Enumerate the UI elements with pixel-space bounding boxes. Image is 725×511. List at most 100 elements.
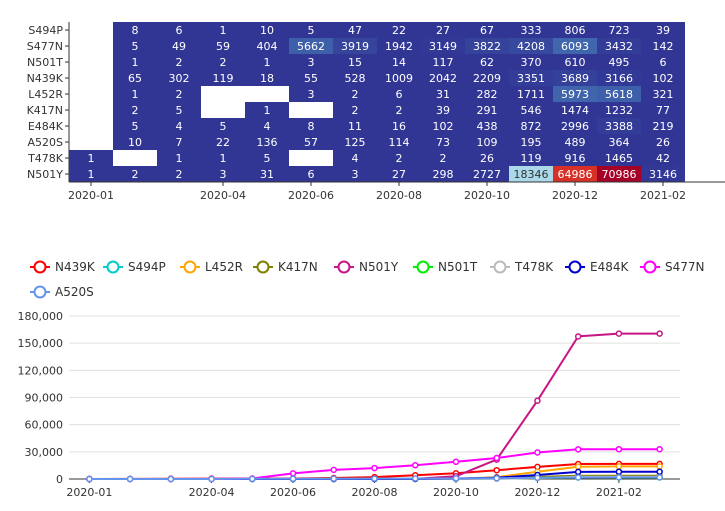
heatmap-row-label: N501Y [27, 168, 63, 181]
heatmap-cell [421, 134, 465, 150]
heatmap-cell-value: 3351 [517, 72, 545, 85]
heatmap-cell-value: 6093 [561, 40, 589, 53]
legend-item-l452r[interactable]: L452R [180, 260, 243, 274]
heatmap-cell-value: 1 [176, 152, 183, 165]
heatmap-cell-value: 8 [132, 24, 139, 37]
data-point [574, 474, 582, 481]
heatmap-cell-value: 3 [308, 88, 315, 101]
heatmap-cell [157, 134, 201, 150]
heatmap-cell [245, 102, 289, 118]
legend-item-s477n[interactable]: S477N [640, 260, 705, 274]
data-point [574, 468, 582, 476]
heatmap-cell [245, 22, 289, 38]
heatmap-cell-value: 10 [260, 24, 274, 37]
heatmap-cell [245, 54, 289, 70]
heatmap-cell-value: 3822 [473, 40, 501, 53]
heatmap-cell-value: 5 [132, 120, 139, 133]
data-point [574, 446, 582, 453]
heatmap-cell-value: 1 [220, 152, 227, 165]
legend-label: A520S [55, 285, 94, 299]
heatmap-cell [113, 22, 157, 38]
heatmap-cell-value: 42 [656, 152, 670, 165]
heatmap-cell [421, 22, 465, 38]
heatmap-cell [421, 38, 465, 54]
heatmap-cell [157, 150, 201, 166]
heatmap-cell [465, 166, 509, 182]
heatmap-cell [421, 118, 465, 134]
data-point [534, 474, 541, 482]
heatmap-cell-value: 404 [257, 40, 278, 53]
data-point [452, 475, 460, 482]
heatmap-cell [377, 38, 421, 54]
legend-label: E484K [590, 260, 629, 274]
heatmap-cell-value: 3 [352, 168, 359, 181]
heatmap-cell-value: 1942 [385, 40, 413, 53]
heatmap-cell-value: 1 [264, 104, 271, 117]
heatmap-x-tick-label: 2021-02 [640, 189, 686, 202]
heatmap-cell-value: 723 [609, 24, 630, 37]
heatmap-cell [641, 150, 685, 166]
heatmap-cell [113, 38, 157, 54]
data-point [289, 470, 297, 477]
heatmap-cell-value: 806 [565, 24, 586, 37]
heatmap-cell-value: 125 [345, 136, 366, 149]
heatmap-cell-value: 39 [656, 24, 670, 37]
heatmap-cell-value: 49 [172, 40, 186, 53]
heatmap-x-tick-label: 2020-06 [288, 189, 334, 202]
legend-item-a520s[interactable]: A520S [30, 285, 94, 299]
data-point [371, 464, 378, 472]
heatmap-cell [421, 166, 465, 182]
heatmap-row-label: S477N [27, 40, 63, 53]
heatmap-cell-value: 4 [352, 152, 359, 165]
legend-item-n501t[interactable]: N501T [413, 260, 478, 274]
heatmap-cell-value: 370 [521, 56, 542, 69]
heatmap-cell-value: 4 [176, 120, 183, 133]
heatmap-cell-value: 5662 [297, 40, 325, 53]
heatmap-cell [333, 102, 377, 118]
legend-item-s494p[interactable]: S494P [103, 260, 166, 274]
legend-label: N501T [438, 260, 478, 274]
legend-marker [568, 260, 582, 274]
heatmap-cell [157, 54, 201, 70]
heatmap-cell-value: 2209 [473, 72, 501, 85]
line-chart: 0 30,000 60,000 90,000 120,000 150,000 180,000… [18, 260, 705, 499]
heatmap-cell [377, 86, 421, 102]
legend-item-t478k[interactable]: T478K [490, 260, 554, 274]
heatmap-cell-value: 3689 [561, 72, 589, 85]
legend-label: K417N [278, 260, 318, 274]
legend-item-n501y[interactable]: N501Y [334, 260, 399, 274]
heatmap-cell [333, 134, 377, 150]
heatmap-cell [509, 22, 553, 38]
heatmap-cell-value: 65 [128, 72, 142, 85]
heatmap-cell-value: 2 [132, 104, 139, 117]
heatmap-cell-value: 31 [436, 88, 450, 101]
heatmap-cell-value: 2042 [429, 72, 457, 85]
heatmap-x-tick-label: 2020-08 [376, 189, 422, 202]
heatmap-cell [641, 22, 685, 38]
heatmap-cell [245, 150, 289, 166]
heatmap-cell [465, 118, 509, 134]
heatmap-row-label: L452R [28, 88, 63, 101]
heatmap-cell [597, 102, 641, 118]
heatmap-cell [157, 118, 201, 134]
heatmap-cell-value: 2 [396, 104, 403, 117]
heatmap-cell-value: 1 [132, 88, 139, 101]
x-tick-label: 2021-02 [596, 486, 642, 499]
data-point [126, 475, 134, 483]
heatmap-cell-value: 546 [521, 104, 542, 117]
legend-item-k417n[interactable]: K417N [253, 260, 318, 274]
heatmap-cell-value: 10 [128, 136, 142, 149]
legend-item-e484k[interactable]: E484K [565, 260, 629, 274]
heatmap-cell-value: 8 [308, 120, 315, 133]
heatmap-cell [289, 134, 333, 150]
heatmap-cell [113, 86, 157, 102]
heatmap-cell-value: 1465 [605, 152, 633, 165]
heatmap-row-label: T478K [27, 152, 64, 165]
heatmap-cell-value: 114 [389, 136, 410, 149]
heatmap-cell-value: 2 [396, 152, 403, 165]
heatmap-cell-value: 489 [565, 136, 586, 149]
legend-marker [183, 260, 197, 274]
data-point [656, 468, 663, 475]
legend-item-n439k[interactable]: N439K [30, 260, 96, 274]
heatmap-cell [289, 22, 333, 38]
